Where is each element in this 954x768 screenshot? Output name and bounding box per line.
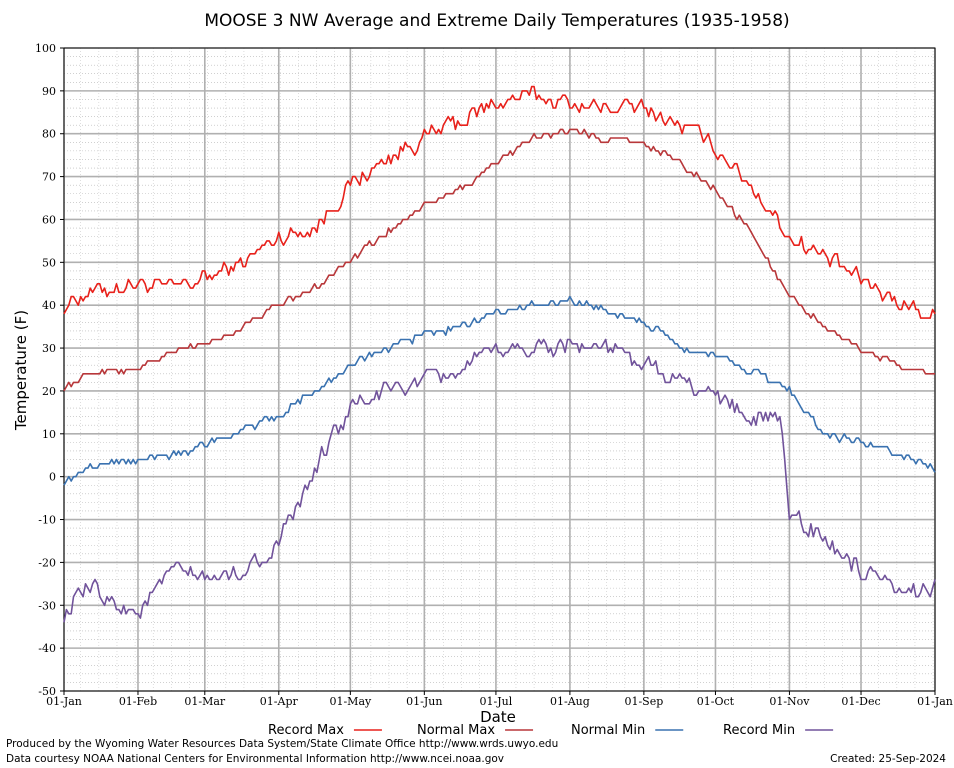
x-axis-label: Date bbox=[480, 708, 516, 726]
x-tick-label: 01-Sep bbox=[624, 695, 663, 708]
y-tick-label: -30 bbox=[38, 599, 56, 612]
series-line-record-max bbox=[63, 85, 936, 319]
x-axis-ticks: 01-Jan 01-Feb 01-Mar 01-Apr 01-May 01-Jun 01-J… bbox=[46, 691, 953, 708]
y-tick-label: 50 bbox=[42, 256, 56, 269]
legend-label: Normal Min bbox=[571, 723, 645, 738]
series-line-normal-min bbox=[63, 295, 936, 486]
y-tick-label: 10 bbox=[42, 428, 56, 441]
x-tick-label: 01-Jan bbox=[46, 695, 82, 708]
x-tick-label: 01-Dec bbox=[841, 695, 880, 708]
x-tick-label: 01-Oct bbox=[697, 695, 735, 708]
grid bbox=[63, 47, 936, 692]
y-tick-label: 30 bbox=[42, 342, 56, 355]
y-tick-label: -10 bbox=[38, 514, 56, 527]
x-tick-label: 01-Jun bbox=[406, 695, 442, 708]
legend-label: Normal Max bbox=[417, 723, 495, 738]
series-line-record-min bbox=[63, 338, 936, 623]
y-tick-label: -50 bbox=[38, 685, 56, 698]
y-tick-label: 40 bbox=[42, 299, 56, 312]
x-tick-label: 01-May bbox=[329, 695, 372, 708]
x-tick-label: 01-Apr bbox=[260, 695, 299, 708]
legend-label: Record Min bbox=[723, 723, 795, 738]
y-tick-label: 80 bbox=[42, 128, 56, 141]
y-tick-label: 20 bbox=[42, 385, 56, 398]
y-tick-label: -20 bbox=[38, 556, 56, 569]
credit-line-2: Data courtesy NOAA National Centers for … bbox=[6, 753, 505, 765]
x-tick-label: 01-Mar bbox=[184, 695, 226, 708]
y-tick-label: 100 bbox=[35, 42, 56, 55]
y-axis-label: Temperature (F) bbox=[12, 310, 30, 431]
x-tick-label: 01-Jul bbox=[480, 695, 513, 708]
legend-label: Record Max bbox=[268, 723, 344, 738]
y-tick-label: 0 bbox=[49, 471, 56, 484]
y-tick-label: 60 bbox=[42, 213, 56, 226]
plot-frame bbox=[63, 47, 936, 692]
legend: Record Max Normal Max Normal Min Record Min bbox=[268, 723, 834, 738]
x-tick-label: 01-Aug bbox=[550, 695, 590, 708]
credit-line-1: Produced by the Wyoming Water Resources … bbox=[6, 738, 559, 750]
series-line-normal-max bbox=[63, 128, 935, 392]
y-tick-label: 70 bbox=[42, 171, 56, 184]
chart-title: MOOSE 3 NW Average and Extreme Daily Tem… bbox=[204, 11, 789, 31]
x-tick-label: 01-Nov bbox=[769, 695, 810, 708]
y-tick-label: -40 bbox=[38, 642, 56, 655]
x-tick-label: 01-Jan bbox=[917, 695, 953, 708]
created-date: Created: 25-Sep-2024 bbox=[830, 753, 946, 765]
y-tick-label: 90 bbox=[42, 85, 56, 98]
series-lines bbox=[63, 85, 936, 623]
x-tick-label: 01-Feb bbox=[119, 695, 157, 708]
